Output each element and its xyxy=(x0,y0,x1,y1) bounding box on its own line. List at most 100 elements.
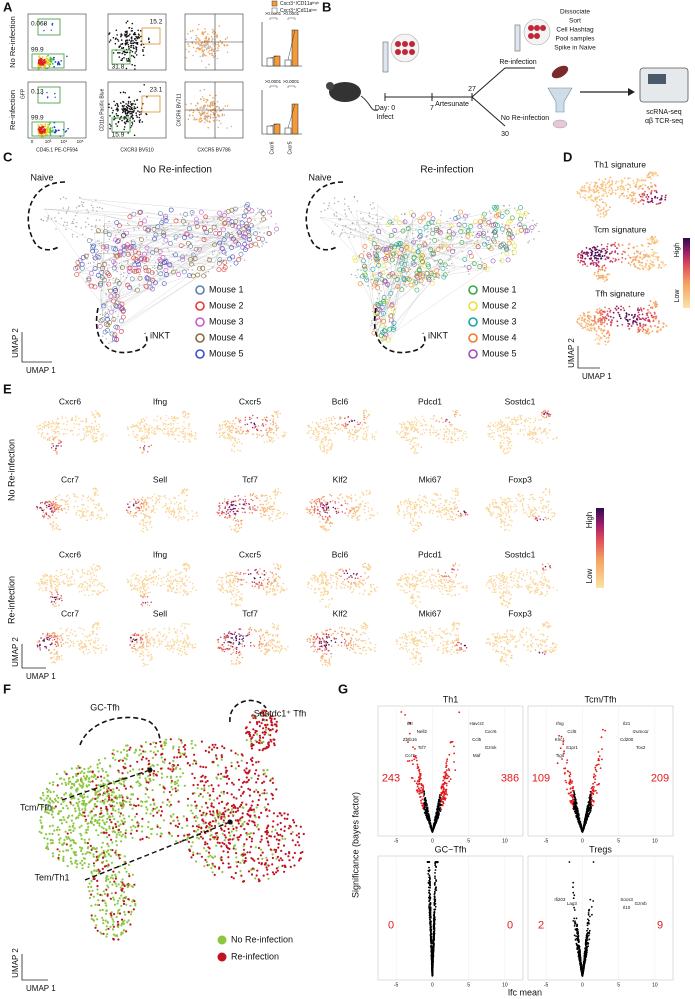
cell xyxy=(321,450,323,452)
cell xyxy=(429,434,432,436)
cell xyxy=(269,419,272,421)
cell xyxy=(51,420,54,423)
cell xyxy=(648,304,651,307)
cell xyxy=(153,427,156,430)
cell xyxy=(231,231,233,234)
cell xyxy=(614,241,617,244)
cell xyxy=(47,423,49,425)
flow-event xyxy=(204,28,206,30)
cell xyxy=(452,245,454,247)
edge xyxy=(319,217,380,223)
cell xyxy=(646,194,649,196)
flow-event xyxy=(196,118,198,121)
flow-event xyxy=(131,54,133,57)
flow-event xyxy=(134,37,136,40)
cell xyxy=(614,189,617,192)
cell xyxy=(654,252,657,254)
flow-event xyxy=(110,125,112,127)
cell xyxy=(593,314,595,317)
cell xyxy=(415,418,418,421)
flow-event xyxy=(195,42,197,45)
panel-letter: C xyxy=(3,149,13,164)
flow-event xyxy=(116,38,119,41)
flow-event xyxy=(131,50,134,53)
edge xyxy=(94,233,103,316)
cell xyxy=(664,198,667,201)
cell xyxy=(435,432,437,434)
flow-event xyxy=(109,123,111,126)
cell xyxy=(277,426,280,429)
cell xyxy=(71,416,73,419)
mouse-cell xyxy=(256,236,262,241)
flow-event xyxy=(55,130,57,132)
gene-label: Cxcr6 xyxy=(59,396,81,406)
cell xyxy=(361,424,363,426)
edge xyxy=(104,223,188,271)
mouse-cell xyxy=(163,237,169,243)
cell xyxy=(324,209,326,211)
cell xyxy=(651,248,654,251)
cell xyxy=(594,254,597,257)
flow-event xyxy=(201,96,204,98)
cell xyxy=(45,424,48,426)
cell xyxy=(224,437,226,440)
flow-event xyxy=(199,112,201,115)
cell xyxy=(606,245,609,248)
mouse-cell xyxy=(143,268,149,274)
cell xyxy=(373,237,375,239)
cell xyxy=(55,220,57,222)
cell xyxy=(590,189,592,192)
flow-event xyxy=(42,125,45,128)
syringe xyxy=(514,24,521,52)
cell xyxy=(347,205,349,208)
cell xyxy=(446,419,448,421)
flow-event xyxy=(187,43,189,45)
cell xyxy=(650,182,652,184)
cell xyxy=(453,434,456,437)
edge xyxy=(102,223,105,316)
flow-event xyxy=(108,103,110,105)
cell xyxy=(595,275,598,277)
flow-event xyxy=(196,102,199,104)
cell xyxy=(349,432,352,434)
cell xyxy=(42,220,45,222)
cell xyxy=(238,420,241,422)
legend-marker xyxy=(195,301,205,311)
cell xyxy=(87,253,90,255)
flow-event xyxy=(193,117,196,119)
parasite-bubble xyxy=(390,33,420,63)
bar xyxy=(273,55,281,67)
flow-event xyxy=(37,130,39,133)
cell xyxy=(644,179,646,182)
flow-event xyxy=(40,62,43,65)
cell xyxy=(222,432,225,435)
cell xyxy=(116,270,119,273)
cell xyxy=(468,273,470,275)
cell xyxy=(233,450,236,453)
cell xyxy=(590,198,592,201)
cell xyxy=(307,432,310,434)
cell xyxy=(454,440,457,442)
flow-event xyxy=(204,117,207,119)
cell xyxy=(142,448,145,450)
cell xyxy=(444,420,447,422)
cell xyxy=(609,176,612,179)
cell xyxy=(167,417,170,420)
cell xyxy=(48,421,50,423)
cell xyxy=(144,423,147,425)
cell xyxy=(143,424,145,427)
panel-letter: E xyxy=(3,381,12,396)
cell xyxy=(133,435,136,437)
cell xyxy=(333,213,335,215)
cell xyxy=(141,430,144,432)
cell xyxy=(387,294,389,296)
cell xyxy=(216,229,219,231)
cell xyxy=(582,263,584,266)
flow-event xyxy=(126,51,129,54)
row-label: Re-infection xyxy=(8,90,17,130)
cell xyxy=(265,241,267,243)
flow-event xyxy=(213,30,215,33)
cell xyxy=(138,227,140,230)
cell xyxy=(404,434,407,436)
cell xyxy=(642,183,644,186)
